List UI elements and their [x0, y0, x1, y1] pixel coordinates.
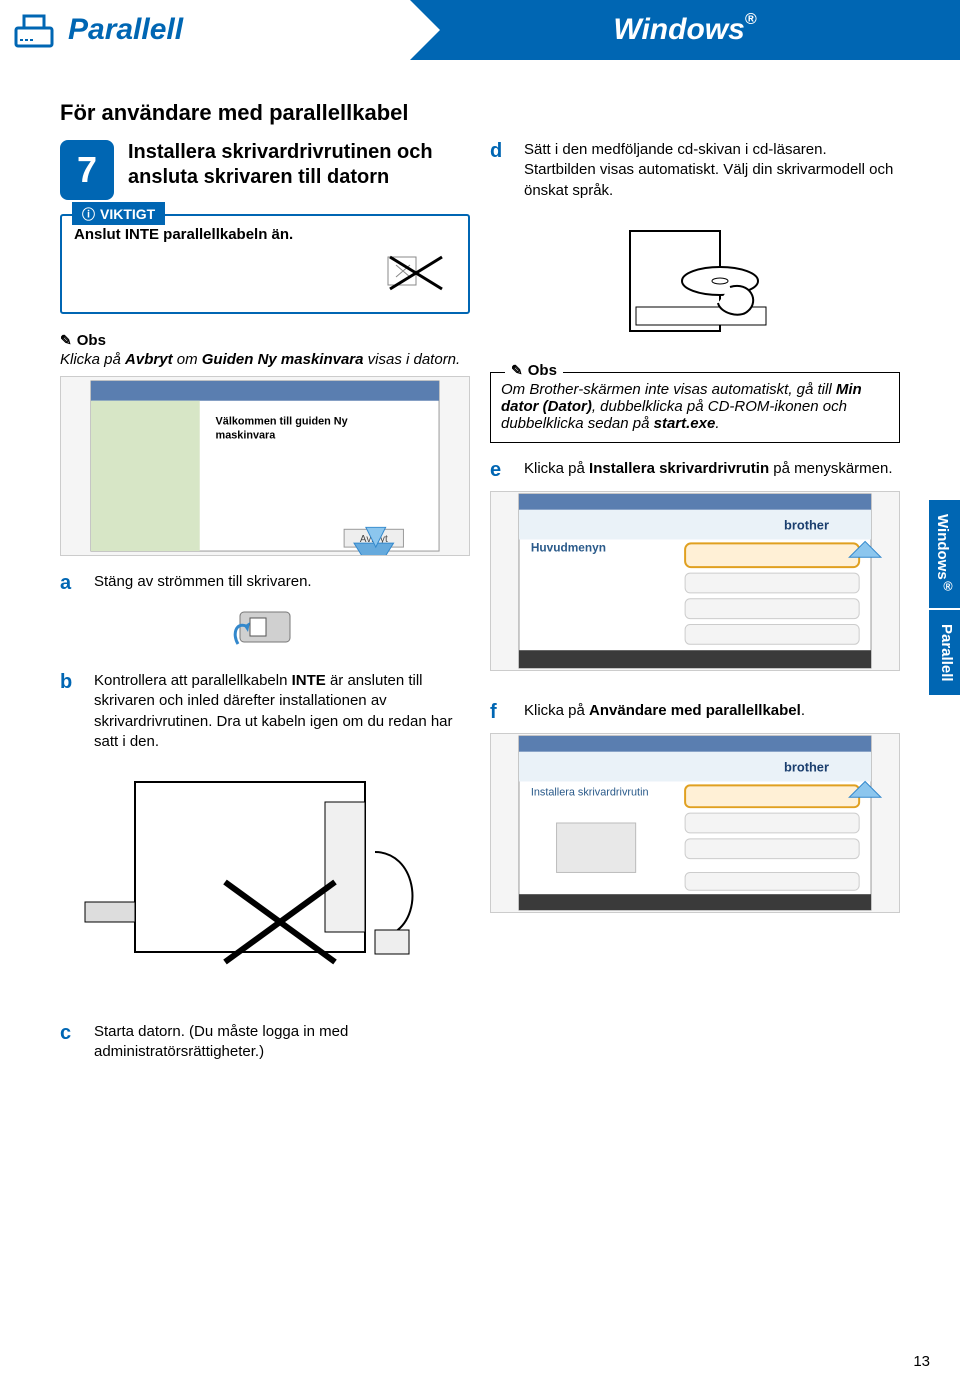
sf-bold: Användare med parallellkabel [589, 702, 801, 719]
menu-screenshot-figure: brother Huvudmenyn [490, 491, 900, 671]
substep-f: f Klicka på Användare med parallellkabel… [490, 701, 900, 723]
note-label: Obs [60, 332, 106, 349]
header-left: Parallell [0, 0, 410, 60]
substep-e: e Klicka på Installera skrivardrivrutin … [490, 459, 900, 481]
st-sup: ® [941, 580, 955, 594]
header-left-title: Parallell [68, 13, 183, 47]
substep-d: d Sätt i den medföljande cd-skivan i cd-… [490, 140, 900, 201]
viktigt-label: VIKTIGT [72, 202, 165, 225]
sub-b-pre: Kontrollera att parallellkabeln [94, 672, 292, 689]
substep-b: b Kontrollera att parallellkabeln INTE ä… [60, 671, 470, 752]
substep-d-text: Sätt i den medföljande cd-skivan i cd-lä… [524, 140, 900, 201]
se-pre: Klicka på [524, 460, 589, 477]
substep-a: a Stäng av strömmen till skrivaren. [60, 572, 470, 594]
st-w: Windows [934, 514, 951, 580]
svg-text:brother: brother [784, 517, 829, 532]
side-tab-windows: Windows® [929, 500, 960, 608]
se-post: på menyskärmen. [769, 460, 892, 477]
substep-c-letter: c [60, 1022, 82, 1063]
rn-b2: start.exe [654, 415, 716, 432]
page-header: Parallell Windows® [0, 0, 960, 60]
cable-crossed-icon [74, 247, 446, 300]
cd-insert-figure [490, 211, 900, 356]
substep-d-letter: d [490, 140, 512, 201]
section-title: För användare med parallellkabel [60, 100, 470, 126]
left-column: För användare med parallellkabel 7 Insta… [60, 80, 470, 1073]
left-note-text: Klicka på Avbryt om Guiden Ny maskinvara… [60, 351, 470, 368]
se-bold: Installera skrivardrivrutin [589, 460, 769, 477]
content-columns: För användare med parallellkabel 7 Insta… [0, 80, 960, 1073]
header-right-title: Windows [613, 13, 744, 47]
right-note-label: Obs [505, 362, 563, 379]
substep-e-text: Klicka på Installera skrivardrivrutin på… [524, 459, 893, 481]
sf-pre: Klicka på [524, 702, 589, 719]
step-7-block: 7 Installera skrivardrivrutinen och ansl… [60, 140, 470, 200]
registered-mark: ® [745, 11, 757, 29]
svg-text:brother: brother [784, 759, 829, 774]
left-note: Obs Klicka på Avbryt om Guiden Ny maskin… [60, 332, 470, 368]
printer-icon [10, 6, 58, 54]
substep-c-text: Starta datorn. (Du måste logga in med ad… [94, 1022, 470, 1063]
substep-f-text: Klicka på Användare med parallellkabel. [524, 701, 805, 723]
right-note-box: Obs Om Brother-skärmen inte visas automa… [490, 372, 900, 443]
right-column: d Sätt i den medföljande cd-skivan i cd-… [490, 80, 930, 1073]
right-note-text: Om Brother-skärmen inte visas automatisk… [501, 381, 889, 432]
sf-post: . [801, 702, 805, 719]
rn-pre: Om Brother-skärmen inte visas automatisk… [501, 381, 836, 398]
substep-b-letter: b [60, 671, 82, 752]
side-tab-parallell: Parallell [929, 610, 960, 696]
header-right: Windows® [410, 0, 960, 60]
substep-e-letter: e [490, 459, 512, 481]
substep-f-letter: f [490, 701, 512, 723]
rn-post: . [715, 415, 719, 432]
viktigt-text: Anslut INTE parallellkabeln än. [74, 226, 456, 243]
printer-cable-figure [60, 762, 470, 982]
svg-text:Välkommen till guiden Ny: Välkommen till guiden Ny [216, 415, 348, 427]
svg-text:maskinvara: maskinvara [216, 429, 277, 441]
install-screenshot-figure: brother Installera skrivardrivrutin [490, 733, 900, 913]
step-number: 7 [60, 140, 114, 200]
wizard-screenshot-figure: Välkommen till guiden Ny maskinvara Avbr… [60, 376, 470, 556]
step-heading: Installera skrivardrivrutinen och anslut… [128, 140, 470, 200]
side-tab: Windows® Parallell [929, 500, 960, 697]
svg-text:Huvudmenyn: Huvudmenyn [531, 540, 606, 554]
substep-a-text: Stäng av strömmen till skrivaren. [94, 572, 312, 594]
substep-c: c Starta datorn. (Du måste logga in med … [60, 1022, 470, 1063]
viktigt-text-bold: Anslut INTE parallellkabeln än. [74, 226, 293, 243]
substep-a-letter: a [60, 572, 82, 594]
sub-b-bold: INTE [292, 672, 326, 689]
viktigt-callout: VIKTIGT Anslut INTE parallellkabeln än. [60, 214, 470, 314]
page-number: 13 [913, 1353, 930, 1370]
substep-b-text: Kontrollera att parallellkabeln INTE är … [94, 671, 470, 752]
power-switch-figure [60, 604, 470, 655]
svg-text:Installera skrivardrivrutin: Installera skrivardrivrutin [531, 786, 649, 798]
